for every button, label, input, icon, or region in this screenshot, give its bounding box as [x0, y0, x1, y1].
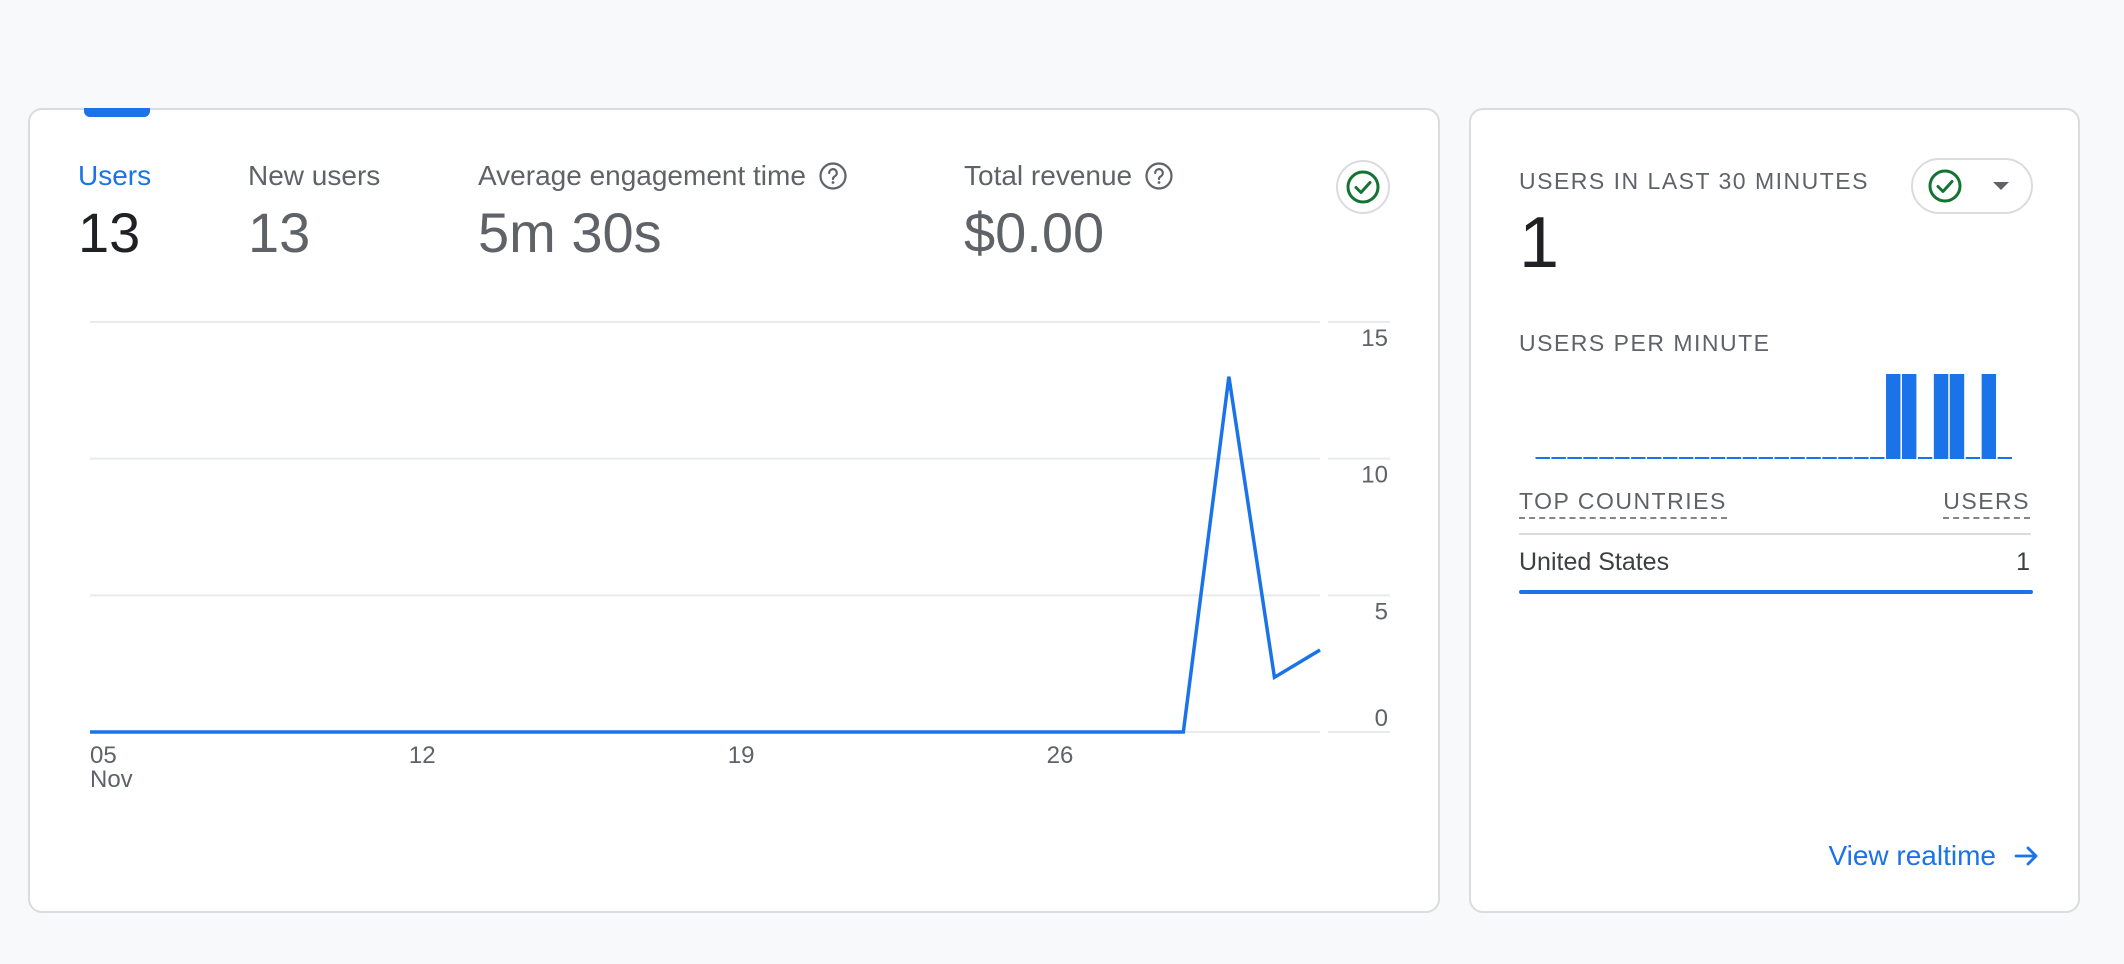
minute-bar	[1822, 457, 1837, 459]
chevron-down-icon	[1993, 182, 2009, 190]
realtime-card: USERS IN LAST 30 MINUTES 1 USERS PER MIN…	[1469, 108, 2080, 913]
metric-avg-engagement-value: 5m 30s	[478, 201, 662, 264]
metric-users-label: Users	[78, 160, 152, 191]
minute-bar	[1678, 457, 1694, 459]
check-circle-icon	[1928, 169, 1962, 203]
minute-bar	[1917, 457, 1933, 459]
users-per-minute-label: USERS PER MINUTE	[1519, 330, 1771, 356]
minute-bar	[1535, 457, 1550, 459]
minute-bar	[1806, 457, 1821, 459]
minute-bar	[1694, 457, 1710, 459]
minute-bar	[1886, 374, 1901, 459]
metric-avg-engagement-label: Average engagement time	[478, 160, 806, 191]
minute-bar	[1838, 457, 1853, 459]
x-month-label: Nov	[90, 766, 133, 793]
country-users-bar	[1519, 590, 2033, 594]
metric-users-value: 13	[78, 201, 141, 264]
arrow-right-icon	[2014, 846, 2038, 866]
minute-bar	[1742, 457, 1758, 459]
users-series-line	[90, 376, 1321, 734]
metric-users[interactable]: Users 13	[78, 154, 151, 265]
minute-bar	[1599, 457, 1614, 459]
view-realtime-label: View realtime	[1828, 840, 1996, 871]
help-circle-icon[interactable]	[1144, 161, 1174, 191]
view-realtime-link[interactable]: View realtime	[1828, 840, 2042, 872]
minute-bar	[1726, 457, 1742, 459]
top-countries-header[interactable]: TOP COUNTRIES	[1519, 488, 1727, 519]
minute-bar	[1949, 374, 1965, 459]
minute-bar	[1790, 457, 1805, 459]
check-circle-icon	[1346, 170, 1380, 204]
x-tick-label: 12	[409, 742, 436, 769]
minute-bar	[1615, 457, 1630, 459]
metric-new-users-label: New users	[248, 160, 381, 191]
metric-avg-engagement[interactable]: Average engagement time 5m 30s	[478, 154, 848, 265]
help-circle-icon[interactable]	[818, 161, 848, 191]
minute-bar	[1710, 457, 1726, 459]
metric-total-revenue[interactable]: Total revenue $0.00	[964, 154, 1174, 265]
users-per-minute-chart	[1535, 374, 2012, 459]
minute-bar	[1774, 457, 1789, 459]
minute-bar	[1583, 457, 1598, 459]
data-quality-button[interactable]	[1336, 160, 1390, 214]
metric-new-users[interactable]: New users 13	[248, 154, 380, 265]
country-users: 1	[2016, 548, 2030, 576]
table-divider	[1519, 533, 2031, 535]
minute-bar	[1662, 457, 1678, 459]
minute-bar	[1901, 374, 1917, 459]
users-line-chart: 15 10 5 0 05 12 19 26 Nov	[90, 321, 1390, 793]
metric-total-revenue-value: $0.00	[964, 201, 1105, 264]
y-tick-label: 5	[1375, 598, 1388, 625]
minute-bar	[1965, 457, 1981, 459]
metric-total-revenue-label: Total revenue	[964, 160, 1133, 191]
minute-bar	[1854, 457, 1869, 459]
minute-bar	[1551, 457, 1566, 459]
selected-tab-indicator	[84, 108, 150, 117]
minute-bar	[1631, 457, 1646, 459]
x-tick-label: 19	[728, 742, 755, 769]
minute-bar	[1567, 457, 1582, 459]
y-tick-label: 10	[1361, 462, 1388, 489]
realtime-user-count: 1	[1519, 203, 1560, 283]
minute-bar	[1933, 374, 1949, 459]
overview-card: Users 13 New users 13 Average engagement…	[28, 108, 1440, 913]
minute-bar	[1981, 374, 1997, 459]
y-tick-label: 15	[1361, 325, 1388, 352]
users-column-header[interactable]: USERS	[1943, 488, 2030, 519]
y-tick-label: 0	[1375, 705, 1388, 732]
minute-bar	[1870, 457, 1885, 459]
minute-bar	[1997, 457, 2012, 459]
realtime-filter-dropdown[interactable]	[1911, 158, 2033, 214]
country-name: United States	[1519, 548, 1670, 576]
x-tick-label: 05	[90, 742, 117, 769]
x-tick-label: 26	[1047, 742, 1074, 769]
metric-new-users-value: 13	[248, 201, 311, 264]
realtime-title: USERS IN LAST 30 MINUTES	[1519, 168, 1869, 194]
minute-bar	[1758, 457, 1773, 459]
minute-bar	[1647, 457, 1662, 459]
